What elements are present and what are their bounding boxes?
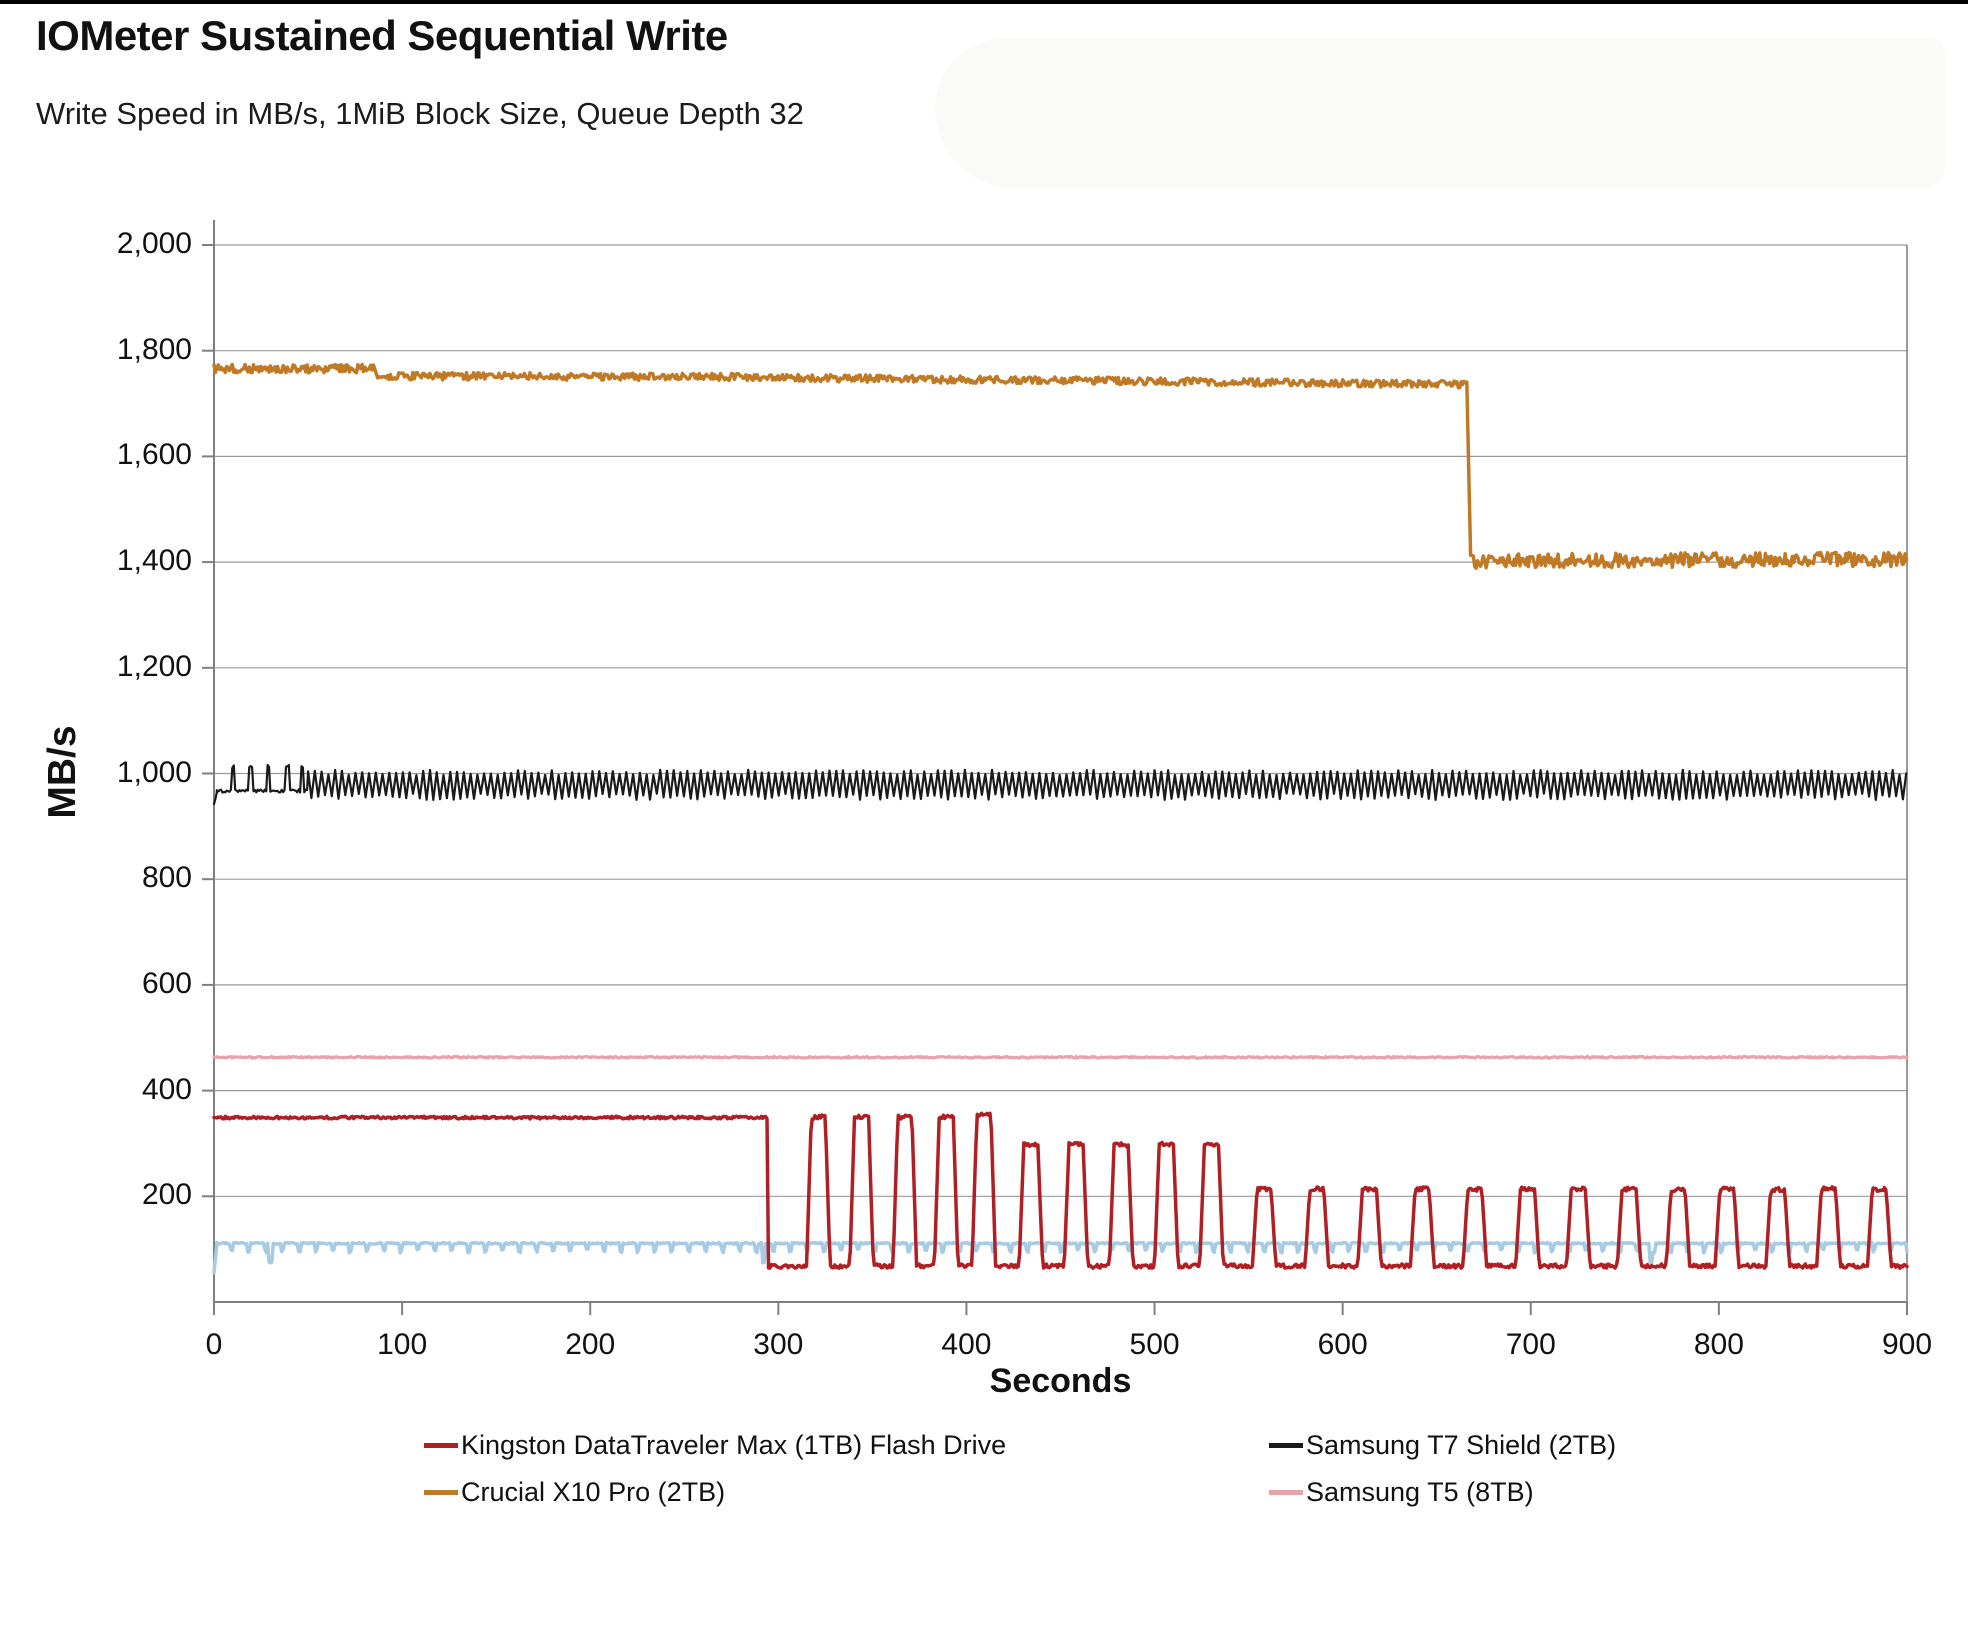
x-axis-title: Seconds bbox=[989, 1362, 1132, 1400]
legend-label-kingston: Kingston DataTraveler Max (1TB) Flash Dr… bbox=[461, 1430, 1007, 1460]
y-tick-label: 1,600 bbox=[116, 438, 192, 472]
legend-label-x10-pro: Crucial X10 Pro (2TB) bbox=[461, 1477, 726, 1507]
series-kingston-datatraveler-max-1tb-flash-drive-line bbox=[212, 1111, 1909, 1270]
y-tick-label: 800 bbox=[141, 861, 192, 895]
legend-item-x10-pro: Crucial X10 Pro (2TB) bbox=[424, 1477, 1269, 1508]
y-tick-label: 2,000 bbox=[116, 227, 192, 260]
y-tick-label: 1,800 bbox=[116, 332, 192, 366]
x-tick-label: 400 bbox=[941, 1328, 992, 1361]
legend-label-t7-shield: Samsung T7 Shield (2TB) bbox=[1306, 1430, 1617, 1460]
y-tick-label: 1,200 bbox=[116, 649, 192, 683]
x-tick-label: 100 bbox=[377, 1328, 428, 1361]
kingston-line-marker bbox=[424, 1443, 458, 1448]
series-samsung-t7-shield-2tb-line bbox=[212, 763, 1908, 806]
x-tick-label: 900 bbox=[1881, 1328, 1933, 1361]
y-tick-label: 600 bbox=[141, 966, 192, 1000]
series-samsung-t5-8tb-line bbox=[212, 1054, 1909, 1060]
y-tick-label: 200 bbox=[141, 1178, 192, 1212]
x-tick-label: 300 bbox=[753, 1328, 804, 1361]
series-crucial-x10-pro-2tb-line bbox=[212, 362, 1909, 570]
x-tick-label: 0 bbox=[205, 1328, 223, 1361]
x-tick-label: 600 bbox=[1317, 1328, 1368, 1361]
plot-area bbox=[202, 220, 1909, 1315]
legend-item-t5: Samsung T5 (8TB) bbox=[1269, 1477, 1616, 1508]
x-tick-label: 200 bbox=[565, 1328, 616, 1361]
x-tick-label: 700 bbox=[1505, 1328, 1556, 1361]
x-tick-label: 800 bbox=[1693, 1328, 1744, 1361]
y-tick-label: 1,400 bbox=[116, 544, 192, 578]
x-tick-label: 500 bbox=[1129, 1328, 1180, 1361]
legend: Kingston DataTraveler Max (1TB) Flash Dr… bbox=[424, 1430, 1616, 1508]
y-tick-label: 1,000 bbox=[116, 755, 192, 789]
chart-title: IOMeter Sustained Sequential Write bbox=[36, 12, 728, 59]
chart-subtitle: Write Speed in MB/s, 1MiB Block Size, Qu… bbox=[36, 96, 804, 131]
y-tick-label: 400 bbox=[141, 1072, 192, 1106]
t5-line-marker bbox=[1269, 1490, 1303, 1495]
legend-label-t5: Samsung T5 (8TB) bbox=[1306, 1477, 1534, 1507]
series-unlabeled-blue-line bbox=[212, 1240, 1909, 1275]
t7-shield-line-marker bbox=[1269, 1443, 1303, 1448]
watermark-blob bbox=[935, 38, 1945, 188]
top-border-line bbox=[0, 0, 1968, 4]
legend-item-kingston: Kingston DataTraveler Max (1TB) Flash Dr… bbox=[424, 1430, 1269, 1461]
legend-item-t7-shield: Samsung T7 Shield (2TB) bbox=[1269, 1430, 1616, 1461]
x10-pro-line-marker bbox=[424, 1490, 458, 1495]
